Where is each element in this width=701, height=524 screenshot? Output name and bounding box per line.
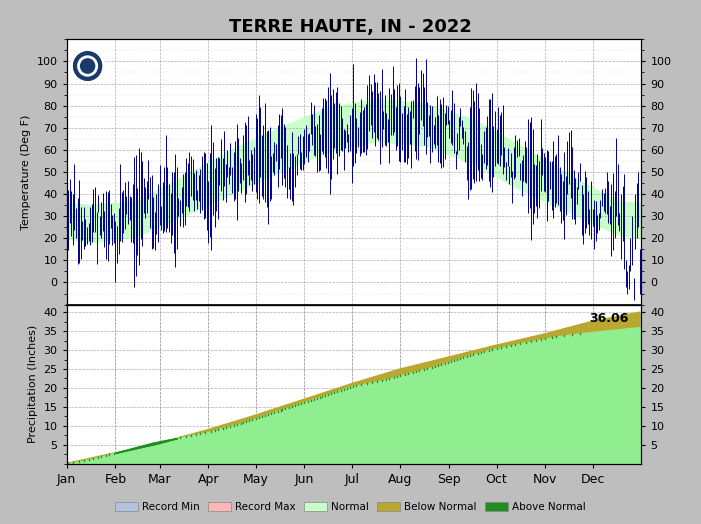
Y-axis label: Precipitation (Inches): Precipitation (Inches) bbox=[28, 325, 38, 443]
Legend: Record Min, Record Max, Normal, Below Normal, Above Normal: Record Min, Record Max, Normal, Below No… bbox=[111, 498, 590, 516]
Text: TERRE HAUTE, IN - 2022: TERRE HAUTE, IN - 2022 bbox=[229, 18, 472, 36]
Circle shape bbox=[71, 49, 104, 83]
Text: 36.06: 36.06 bbox=[590, 312, 629, 325]
Y-axis label: Temperature (Deg F): Temperature (Deg F) bbox=[21, 114, 31, 230]
